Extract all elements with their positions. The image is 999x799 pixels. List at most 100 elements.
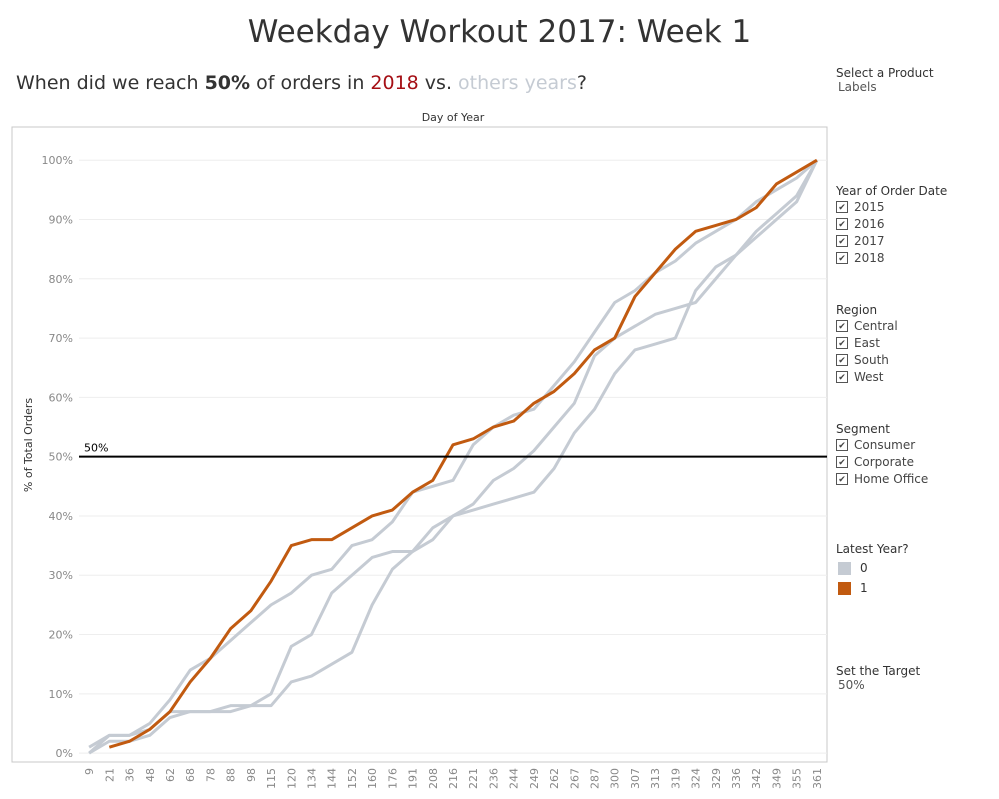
x-tick-label: 208 <box>427 768 440 789</box>
filter-value[interactable]: 50% <box>838 678 865 692</box>
y-tick-label: 10% <box>49 688 73 701</box>
checkbox-label: 2016 <box>854 216 885 231</box>
subtitle-part: 2018 <box>370 72 419 94</box>
x-tick-label: 307 <box>629 768 642 789</box>
checkbox-item[interactable]: ✔ Consumer <box>836 436 996 453</box>
y-tick-label: 0% <box>56 747 73 760</box>
x-tick-label: 48 <box>144 768 157 782</box>
checkbox[interactable]: ✔ <box>836 336 848 349</box>
region-filter: Region ✔ Central ✔ East ✔ South ✔ West <box>836 303 996 385</box>
checkbox-item[interactable]: ✔ Corporate <box>836 453 996 470</box>
x-tick-label: 262 <box>548 768 561 789</box>
subtitle-part: 50% <box>204 72 251 94</box>
filter-title: Select a Product <box>836 66 934 80</box>
filter-title: Set the Target <box>836 664 921 678</box>
legend-title: Latest Year? <box>836 542 909 556</box>
checkbox[interactable]: ✔ <box>836 472 848 485</box>
chart-frame <box>11 126 828 763</box>
checkbox-item[interactable]: ✔ Central <box>836 317 996 334</box>
checkbox-label: 2015 <box>854 199 885 214</box>
y-tick-label: 40% <box>49 510 73 523</box>
x-tick-label: 62 <box>164 768 177 782</box>
checkbox[interactable]: ✔ <box>836 455 848 468</box>
subtitle-part: of orders in <box>250 72 371 94</box>
checkbox-item[interactable]: ✔ South <box>836 351 996 368</box>
legend-label: 0 <box>860 561 868 575</box>
x-tick-label: 236 <box>487 768 500 789</box>
checkbox[interactable]: ✔ <box>836 438 848 451</box>
checkbox[interactable]: ✔ <box>836 370 848 383</box>
x-tick-label: 313 <box>649 768 662 789</box>
x-tick-label: 300 <box>609 768 622 789</box>
x-tick-label: 342 <box>750 768 763 789</box>
legend-item[interactable]: 1 <box>836 578 996 598</box>
x-tick-label: 361 <box>811 768 824 789</box>
legend-item[interactable]: 0 <box>836 558 996 578</box>
dashboard-title: Weekday Workout 2017: Week 1 <box>247 14 752 50</box>
x-tick-label: 9 <box>83 768 96 775</box>
x-tick-label: 319 <box>669 768 682 789</box>
x-tick-label: 120 <box>285 768 298 789</box>
series-line <box>108 158 818 749</box>
series-line <box>88 159 819 755</box>
checkbox-label: 2018 <box>854 250 885 265</box>
x-tick-label: 249 <box>528 768 541 789</box>
checkbox[interactable]: ✔ <box>836 200 848 213</box>
checkbox[interactable]: ✔ <box>836 319 848 332</box>
subtitle: When did we reach 50% of orders in 2018 … <box>16 72 587 94</box>
checkbox-item[interactable]: ✔ 2018 <box>836 249 996 266</box>
checkbox-item[interactable]: ✔ 2016 <box>836 215 996 232</box>
legend: Latest Year? 0 1 <box>836 542 996 598</box>
x-tick-label: 267 <box>568 768 581 789</box>
checkbox[interactable]: ✔ <box>836 353 848 366</box>
legend-swatch <box>838 581 851 595</box>
legend-label: 1 <box>860 581 868 595</box>
checkbox-item[interactable]: ✔ East <box>836 334 996 351</box>
x-tick-label: 68 <box>184 768 197 782</box>
x-tick-label: 244 <box>508 768 521 789</box>
x-tick-label: 152 <box>346 768 359 789</box>
series-line <box>88 159 818 749</box>
y-tick-label: 30% <box>49 569 73 582</box>
y-tick-label: 90% <box>49 213 73 226</box>
checkbox-label: West <box>854 369 884 384</box>
reference-label: 50% <box>84 442 108 455</box>
filter-panel: Select a Product Labels Year of Order Da… <box>836 66 996 692</box>
y-tick-label: 50% <box>49 451 73 464</box>
legend-swatch <box>838 561 851 575</box>
checkbox-item[interactable]: ✔ West <box>836 368 996 385</box>
y-tick-label: 70% <box>49 332 73 345</box>
segment-filter: Segment ✔ Consumer ✔ Corporate ✔ Home Office <box>836 422 996 487</box>
x-tick-label: 287 <box>589 768 602 789</box>
x-tick-label: 191 <box>407 768 420 789</box>
checkbox[interactable]: ✔ <box>836 217 848 230</box>
checkbox-item[interactable]: ✔ 2015 <box>836 198 996 215</box>
checkbox-label: Central <box>854 318 898 333</box>
x-tick-label: 329 <box>710 768 723 789</box>
x-tick-label: 144 <box>326 768 339 789</box>
checkbox-item[interactable]: ✔ 2017 <box>836 232 996 249</box>
x-tick-label: 134 <box>305 768 318 789</box>
checkbox-item[interactable]: ✔ Home Office <box>836 470 996 487</box>
checkbox[interactable]: ✔ <box>836 234 848 247</box>
x-axis-title: Day of Year <box>422 111 485 124</box>
checkbox-label: East <box>854 335 880 350</box>
checkbox[interactable]: ✔ <box>836 251 848 264</box>
x-tick-label: 216 <box>447 768 460 789</box>
y-tick-label: 80% <box>49 273 73 286</box>
y-tick-label: 60% <box>49 391 73 404</box>
filter-value[interactable]: Labels <box>838 80 877 94</box>
checkbox-label: Consumer <box>854 437 916 452</box>
chart: Day of Year % of Total Orders 0% 10% 20% 30… <box>11 111 828 789</box>
checkbox-label: South <box>854 352 889 367</box>
x-tick-label: 98 <box>245 768 258 782</box>
x-tick-label: 176 <box>386 768 399 789</box>
checkbox-label: 2017 <box>854 233 885 248</box>
checkbox-label: Corporate <box>854 454 914 469</box>
x-tick-label: 355 <box>791 768 804 789</box>
target-parameter: Set the Target 50% <box>836 664 996 692</box>
x-tick-label: 88 <box>225 768 238 782</box>
x-tick-label: 324 <box>690 768 703 789</box>
y-axis-title: % of Total Orders <box>22 398 35 492</box>
